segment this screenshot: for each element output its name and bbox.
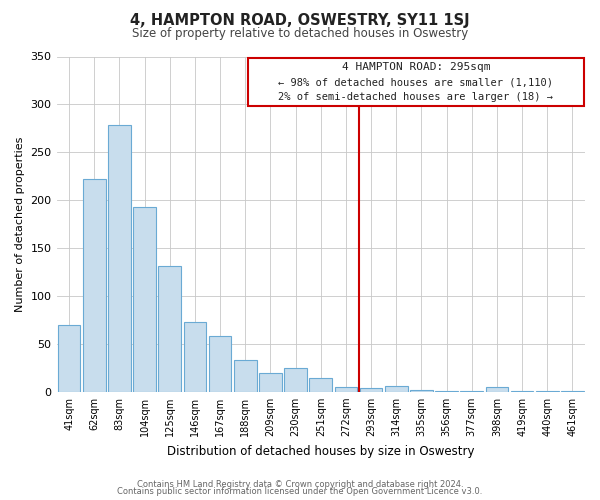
Bar	[335, 387, 357, 392]
Bar	[284, 368, 307, 392]
Bar	[435, 391, 458, 392]
Bar	[511, 391, 533, 392]
Bar	[360, 388, 382, 392]
X-axis label: Distribution of detached houses by size in Oswestry: Distribution of detached houses by size …	[167, 444, 475, 458]
FancyBboxPatch shape	[248, 58, 584, 106]
Text: Size of property relative to detached houses in Oswestry: Size of property relative to detached ho…	[132, 28, 468, 40]
Text: 2% of semi-detached houses are larger (18) →: 2% of semi-detached houses are larger (1…	[278, 92, 553, 102]
Bar	[259, 372, 282, 392]
Y-axis label: Number of detached properties: Number of detached properties	[15, 136, 25, 312]
Bar	[58, 324, 80, 392]
Text: 4, HAMPTON ROAD, OSWESTRY, SY11 1SJ: 4, HAMPTON ROAD, OSWESTRY, SY11 1SJ	[130, 12, 470, 28]
Bar	[485, 387, 508, 392]
Bar	[184, 322, 206, 392]
Bar	[133, 207, 156, 392]
Bar	[536, 391, 559, 392]
Bar	[234, 360, 257, 392]
Bar	[209, 336, 232, 392]
Bar	[460, 391, 483, 392]
Text: 4 HAMPTON ROAD: 295sqm: 4 HAMPTON ROAD: 295sqm	[341, 62, 490, 72]
Bar	[108, 126, 131, 392]
Text: Contains HM Land Registry data © Crown copyright and database right 2024.: Contains HM Land Registry data © Crown c…	[137, 480, 463, 489]
Bar	[385, 386, 407, 392]
Bar	[83, 179, 106, 392]
Text: ← 98% of detached houses are smaller (1,110): ← 98% of detached houses are smaller (1,…	[278, 78, 553, 88]
Bar	[561, 391, 584, 392]
Bar	[410, 390, 433, 392]
Text: Contains public sector information licensed under the Open Government Licence v3: Contains public sector information licen…	[118, 487, 482, 496]
Bar	[158, 266, 181, 392]
Bar	[310, 378, 332, 392]
